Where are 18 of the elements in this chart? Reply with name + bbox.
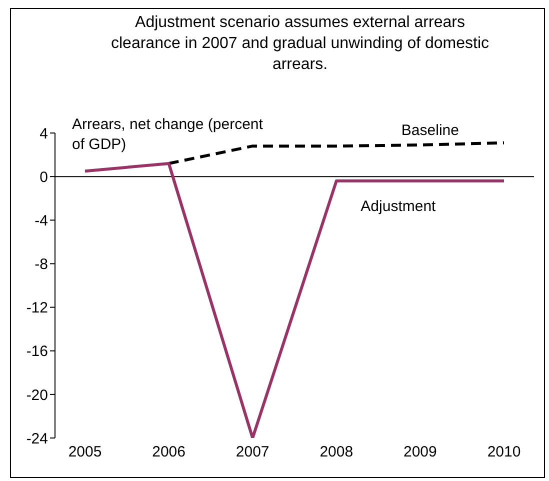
chart-title: Adjustment scenario assumes external arrears clearance in 2007 and gradual unwinding of domestic arrears. — [110, 13, 490, 75]
x-tick-label: 2010 — [487, 444, 521, 461]
y-tick-label: -8 — [34, 256, 48, 274]
y-axis-title: Arrears, net change (percent of GDP) — [72, 115, 264, 155]
series-label: Baseline — [401, 122, 459, 139]
y-tick-label: -4 — [34, 212, 48, 230]
y-tick-label: 0 — [40, 168, 48, 186]
y-tick-label: -12 — [26, 300, 48, 317]
x-tick-label: 2005 — [68, 444, 102, 461]
x-tick-label: 2006 — [152, 444, 186, 461]
x-tick-label: 2007 — [236, 444, 270, 461]
y-tick-label: 4 — [40, 125, 48, 142]
y-tick-label: -24 — [26, 430, 48, 448]
x-tick-label: 2009 — [404, 444, 437, 461]
y-tick-label: -16 — [26, 343, 48, 360]
x-tick-label: 2008 — [320, 444, 354, 461]
series-label: Adjustment — [360, 198, 437, 215]
y-tick-label: -20 — [26, 386, 48, 404]
